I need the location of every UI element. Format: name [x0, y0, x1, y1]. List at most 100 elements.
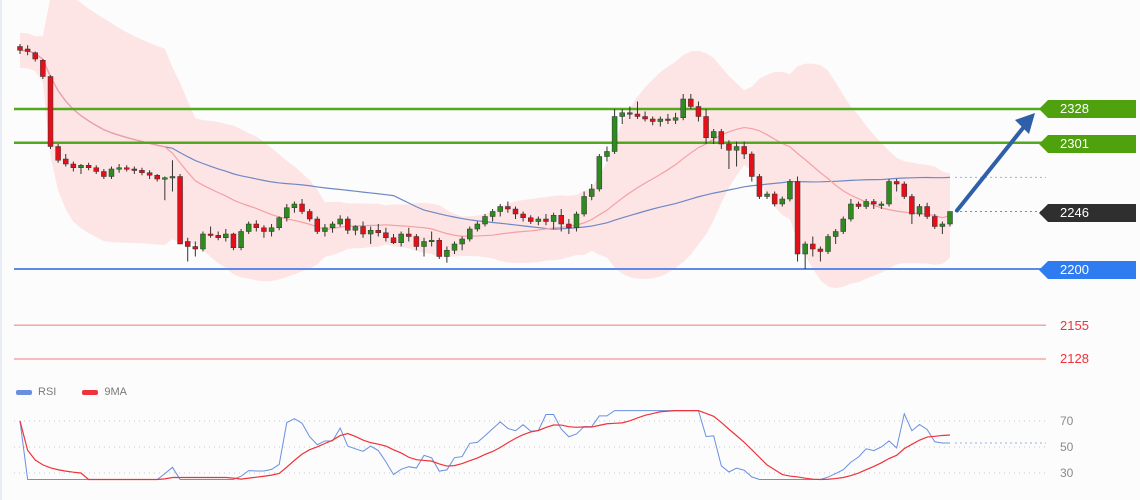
bullish-candle	[398, 233, 404, 243]
bullish-candle	[489, 211, 496, 217]
bearish-candle	[306, 211, 313, 220]
bullish-candle	[421, 241, 427, 247]
bullish-candle	[162, 177, 168, 180]
bearish-candle	[139, 170, 145, 173]
bullish-candle	[116, 167, 122, 170]
bearish-candle	[512, 208, 519, 215]
bearish-candle	[726, 143, 732, 151]
bullish-candle	[550, 215, 557, 222]
bullish-candle	[611, 116, 618, 152]
bearish-candle	[230, 233, 237, 248]
bearish-candle	[299, 203, 305, 212]
resistance-1-tag: 2301	[1039, 135, 1136, 153]
bearish-candle	[642, 116, 648, 120]
bullish-candle	[825, 236, 831, 252]
bullish-candle	[108, 168, 115, 177]
bullish-candle	[596, 156, 603, 190]
bearish-candle	[436, 240, 442, 257]
bullish-candle	[276, 217, 282, 228]
bearish-candle	[413, 236, 420, 247]
bullish-candle	[947, 211, 953, 225]
bullish-candle	[535, 218, 542, 222]
support-1-label: 2155	[1060, 318, 1089, 333]
pivot-tag: 2200	[1039, 261, 1136, 279]
bearish-candle	[810, 243, 816, 250]
bullish-candle	[268, 227, 275, 232]
bearish-candle	[566, 223, 572, 228]
rsi-ma-line	[19, 410, 951, 481]
bearish-candle	[17, 46, 23, 51]
bearish-candle	[505, 206, 511, 210]
current-price-tag: 2246	[1039, 204, 1136, 222]
rsi-line	[19, 410, 950, 480]
bearish-candle	[924, 206, 930, 217]
bearish-candle	[558, 215, 564, 225]
rsi-legend: RSI 9MA	[16, 386, 127, 398]
bearish-candle	[893, 181, 900, 185]
bearish-candle	[253, 223, 260, 228]
bullish-candle	[604, 151, 610, 157]
bullish-candle	[238, 231, 244, 248]
bearish-candle	[93, 167, 99, 172]
bullish-candle	[451, 243, 458, 251]
bullish-candle	[245, 223, 252, 232]
bullish-candle	[459, 238, 465, 245]
bullish-candle	[680, 98, 686, 118]
bearish-candle	[261, 227, 267, 232]
bearish-candle	[771, 193, 778, 205]
legend-rsi-label: RSI	[38, 386, 57, 398]
bearish-candle	[703, 116, 709, 138]
bullish-candle	[291, 203, 298, 208]
bearish-candle	[627, 112, 633, 115]
resistance-2-tag: 2328	[1039, 100, 1136, 118]
support-2-label: 2128	[1060, 351, 1089, 366]
bullish-candle	[863, 201, 869, 207]
bearish-candle	[817, 248, 824, 252]
bollinger-band	[20, 0, 950, 289]
bearish-candle	[207, 233, 214, 236]
bullish-candle	[588, 188, 595, 197]
bullish-candle	[733, 146, 740, 151]
bullish-candle	[848, 203, 854, 220]
bullish-candle	[832, 231, 839, 237]
bullish-candle	[497, 206, 503, 212]
bullish-candle	[764, 193, 770, 197]
bearish-candle	[718, 131, 725, 145]
bullish-candle	[878, 203, 885, 206]
bearish-candle	[756, 176, 763, 197]
bullish-candle	[710, 131, 717, 138]
bearish-candle	[55, 146, 61, 161]
bearish-candle	[520, 213, 526, 218]
bullish-candle	[886, 181, 892, 205]
bearish-candle	[215, 235, 221, 238]
bearish-candle	[695, 106, 702, 117]
bullish-candle	[672, 117, 679, 121]
bullish-candle	[916, 206, 923, 215]
bullish-candle	[802, 243, 808, 255]
bullish-candle	[467, 228, 473, 240]
bullish-candle	[444, 250, 450, 257]
bearish-candle	[375, 230, 382, 233]
bullish-candle	[367, 230, 374, 235]
bearish-candle	[932, 216, 938, 227]
bearish-candle	[406, 233, 412, 237]
bearish-candle	[70, 163, 77, 168]
bearish-candle	[543, 218, 549, 222]
bearish-candle	[649, 118, 656, 122]
bearish-candle	[47, 76, 54, 147]
bullish-candle	[78, 165, 84, 168]
bearish-candle	[749, 153, 755, 177]
bearish-candle	[314, 218, 321, 232]
bearish-candle	[360, 226, 366, 235]
bullish-candle	[284, 207, 290, 218]
bullish-candle	[352, 226, 359, 231]
bullish-candle	[428, 240, 435, 242]
bearish-candle	[665, 118, 671, 121]
bearish-candle	[871, 201, 877, 205]
bullish-candle	[482, 216, 488, 225]
bullish-candle	[840, 218, 847, 232]
bullish-candle	[787, 181, 793, 200]
bearish-candle	[855, 203, 862, 207]
bullish-candle	[474, 223, 481, 230]
